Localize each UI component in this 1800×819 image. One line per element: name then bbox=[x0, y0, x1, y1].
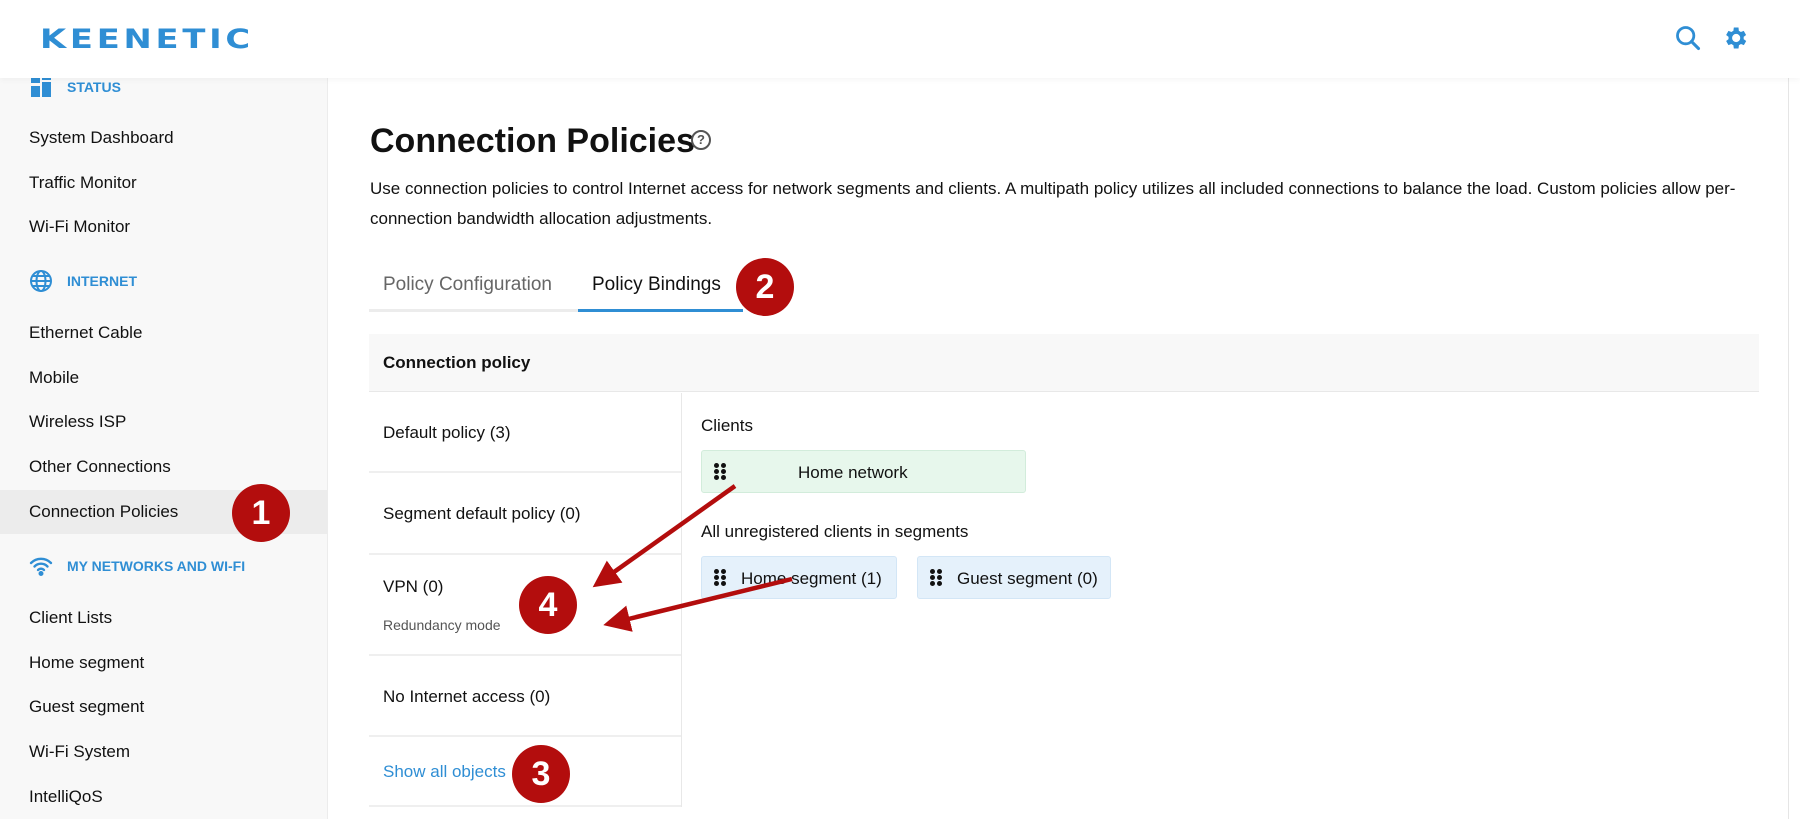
annotation-badge-3: 3 bbox=[512, 745, 570, 803]
scrollbar[interactable] bbox=[1788, 78, 1789, 819]
policy-default[interactable]: Default policy (3) bbox=[369, 393, 681, 473]
tab-policy-bindings[interactable]: Policy Bindings bbox=[592, 274, 721, 295]
chip-label: Guest segment (0) bbox=[957, 569, 1098, 588]
segments-label: All unregistered clients in segments bbox=[701, 522, 969, 541]
annotation-badge-1: 1 bbox=[232, 484, 290, 542]
policy-label: No Internet access (0) bbox=[383, 687, 551, 706]
policy-segment-default[interactable]: Segment default policy (0) bbox=[369, 473, 681, 555]
dashboard-icon bbox=[31, 77, 51, 97]
sidebar-section-label: MY NETWORKS AND WI-FI bbox=[67, 558, 246, 574]
tab-policy-configuration[interactable]: Policy Configuration bbox=[383, 274, 552, 295]
client-chip-home-network[interactable]: Home network bbox=[701, 450, 1026, 493]
page-description: Use connection policies to control Inter… bbox=[370, 179, 1736, 228]
wifi-icon bbox=[29, 557, 53, 577]
annotation-badge-2: 2 bbox=[736, 258, 794, 316]
sidebar-item-guest-segment[interactable]: Guest segment bbox=[29, 697, 145, 716]
sidebar-section-label: STATUS bbox=[67, 79, 121, 95]
chip-label: Home network bbox=[798, 463, 908, 482]
sidebar-item-traffic-monitor[interactable]: Traffic Monitor bbox=[29, 173, 137, 192]
drag-handle-icon[interactable] bbox=[930, 569, 942, 587]
policy-label: Default policy (3) bbox=[383, 423, 511, 442]
sidebar-item-intelliqos[interactable]: IntelliQoS bbox=[29, 787, 103, 806]
sidebar-section-status: STATUS bbox=[29, 75, 121, 99]
show-all-objects-link[interactable]: Show all objects bbox=[383, 762, 506, 781]
sidebar-item-wifi-system[interactable]: Wi-Fi System bbox=[29, 742, 131, 761]
sidebar-item-wifi-monitor[interactable]: Wi-Fi Monitor bbox=[29, 217, 131, 236]
policy-vpn[interactable]: VPN (0) Redundancy mode bbox=[369, 555, 681, 656]
segment-chip-guest[interactable]: Guest segment (0) bbox=[917, 556, 1111, 599]
sidebar-item-home-segment[interactable]: Home segment bbox=[29, 653, 145, 672]
annotation-badge-4: 4 bbox=[519, 576, 577, 634]
sidebar-item-system-dashboard[interactable]: System Dashboard bbox=[29, 128, 174, 147]
top-bar: KEENETIC bbox=[0, 0, 1800, 78]
clients-label: Clients bbox=[701, 416, 753, 435]
gear-icon[interactable] bbox=[1721, 24, 1749, 52]
sidebar-item-client-lists[interactable]: Client Lists bbox=[29, 608, 113, 627]
drag-handle-icon[interactable] bbox=[714, 463, 726, 481]
page-title: Connection Policies bbox=[370, 122, 695, 160]
sidebar: STATUS System Dashboard Traffic Monitor … bbox=[0, 75, 328, 819]
main-content: Connection Policies ? Use connection pol… bbox=[329, 78, 1800, 819]
tab-bar: Policy Configuration Policy Bindings bbox=[369, 264, 743, 312]
chip-label: Home segment (1) bbox=[741, 569, 882, 588]
policy-mode: Redundancy mode bbox=[383, 617, 501, 633]
keenetic-logo[interactable]: KEENETIC bbox=[40, 24, 254, 55]
sidebar-item-mobile[interactable]: Mobile bbox=[29, 368, 80, 387]
table-header: Connection policy bbox=[369, 334, 1759, 392]
sidebar-item-wireless-isp[interactable]: Wireless ISP bbox=[29, 412, 127, 431]
sidebar-item-ethernet-cable[interactable]: Ethernet Cable bbox=[29, 323, 143, 342]
globe-icon bbox=[30, 270, 52, 292]
help-icon[interactable]: ? bbox=[691, 130, 711, 150]
sidebar-item-other-connections[interactable]: Other Connections bbox=[29, 457, 171, 476]
active-tab-indicator bbox=[578, 309, 743, 312]
sidebar-section-internet: INTERNET bbox=[29, 269, 137, 293]
drag-handle-icon[interactable] bbox=[714, 569, 726, 587]
policy-label: Segment default policy (0) bbox=[383, 504, 581, 523]
sidebar-section-my-networks: MY NETWORKS AND WI-FI bbox=[29, 554, 245, 578]
segment-chip-home[interactable]: Home segment (1) bbox=[701, 556, 897, 599]
policy-label: VPN (0) bbox=[383, 577, 444, 596]
search-icon[interactable] bbox=[1674, 24, 1702, 52]
sidebar-section-label: INTERNET bbox=[67, 273, 137, 289]
policy-no-internet[interactable]: No Internet access (0) bbox=[369, 656, 681, 737]
